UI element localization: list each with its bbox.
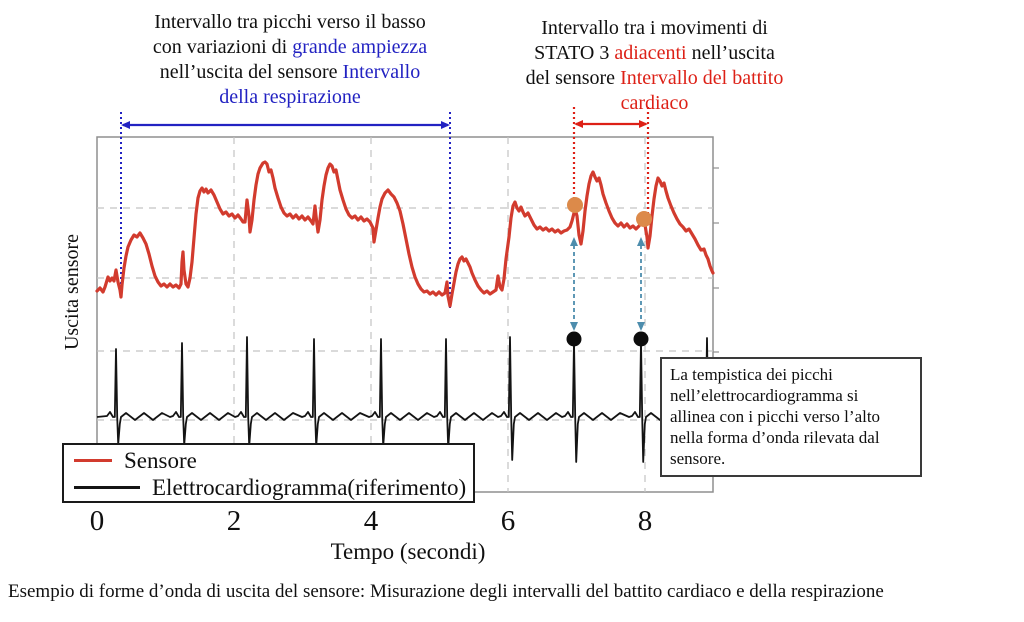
annotation-line: della respirazione <box>219 86 361 108</box>
x-tick-label: 0 <box>89 505 105 537</box>
ecg-trace <box>96 336 713 463</box>
legend-item: Sensore <box>74 447 473 474</box>
annotation-line: con variazioni di grande ampiezza <box>152 36 428 58</box>
note-box-line: nell’elettrocardiogramma si <box>670 386 859 405</box>
heartbeat-annotation: Intervallo tra i movimenti di STATO 3 adi… <box>487 16 822 116</box>
ecg-peak-marker <box>566 331 582 347</box>
annotation-line: STATO 3 adiacenti nell’uscita <box>534 42 775 64</box>
x-axis-label: Tempo (secondi) <box>330 539 486 564</box>
orange-peak-marker <box>636 211 652 227</box>
note-box-line: nella forma d’onda rilevata dal <box>670 428 880 447</box>
arrowhead-icon <box>637 322 645 331</box>
arrowhead-icon <box>570 322 578 331</box>
x-tick-label: 8 <box>637 505 653 537</box>
legend-line-swatch <box>74 486 140 489</box>
arrowhead-icon <box>441 121 450 129</box>
legend-line-swatch <box>74 459 112 462</box>
legend: Sensore Elettrocardiogramma(riferimento) <box>62 443 475 503</box>
plot-frame <box>96 136 714 493</box>
note-box-line: sensore. <box>670 449 726 468</box>
arrowhead-icon <box>570 237 578 246</box>
annotation-line: del sensore Intervallo del battito <box>525 67 784 89</box>
sensor-trace <box>95 160 715 308</box>
legend-item: Elettrocardiogramma(riferimento) <box>74 474 473 501</box>
ecg-peak-marker <box>633 331 649 347</box>
annotation-line: nell’uscita del sensore Intervallo <box>159 61 421 83</box>
x-tick-label: 4 <box>363 505 379 537</box>
legend-label: Sensore <box>124 447 197 473</box>
note-box-line: La tempistica dei picchi <box>670 365 833 384</box>
x-axis-ticks: 0 2 4 6 8 <box>0 505 1024 539</box>
arrowhead-icon <box>121 121 130 129</box>
annotation-line: Intervallo tra picchi verso il basso <box>154 11 426 33</box>
annotation-line: cardiaco <box>620 92 689 114</box>
y-axis-label: Uscita sensore <box>61 233 83 351</box>
note-box: La tempistica dei picchi nell’elettrocard… <box>660 357 922 477</box>
figure-caption: Esempio di forme d’onda di uscita del se… <box>8 581 884 602</box>
x-tick-label: 2 <box>226 505 242 537</box>
orange-peak-marker <box>567 197 583 213</box>
legend-label: Elettrocardiogramma(riferimento) <box>152 474 467 500</box>
arrowhead-icon <box>639 120 648 128</box>
annotation-line: Intervallo tra i movimenti di <box>541 17 768 39</box>
respiration-annotation: Intervallo tra picchi verso il basso con … <box>95 10 485 110</box>
arrowhead-icon <box>637 237 645 246</box>
note-box-line: allinea con i picchi verso l’alto <box>670 407 881 426</box>
x-tick-label: 6 <box>500 505 516 537</box>
arrowhead-icon <box>574 120 583 128</box>
